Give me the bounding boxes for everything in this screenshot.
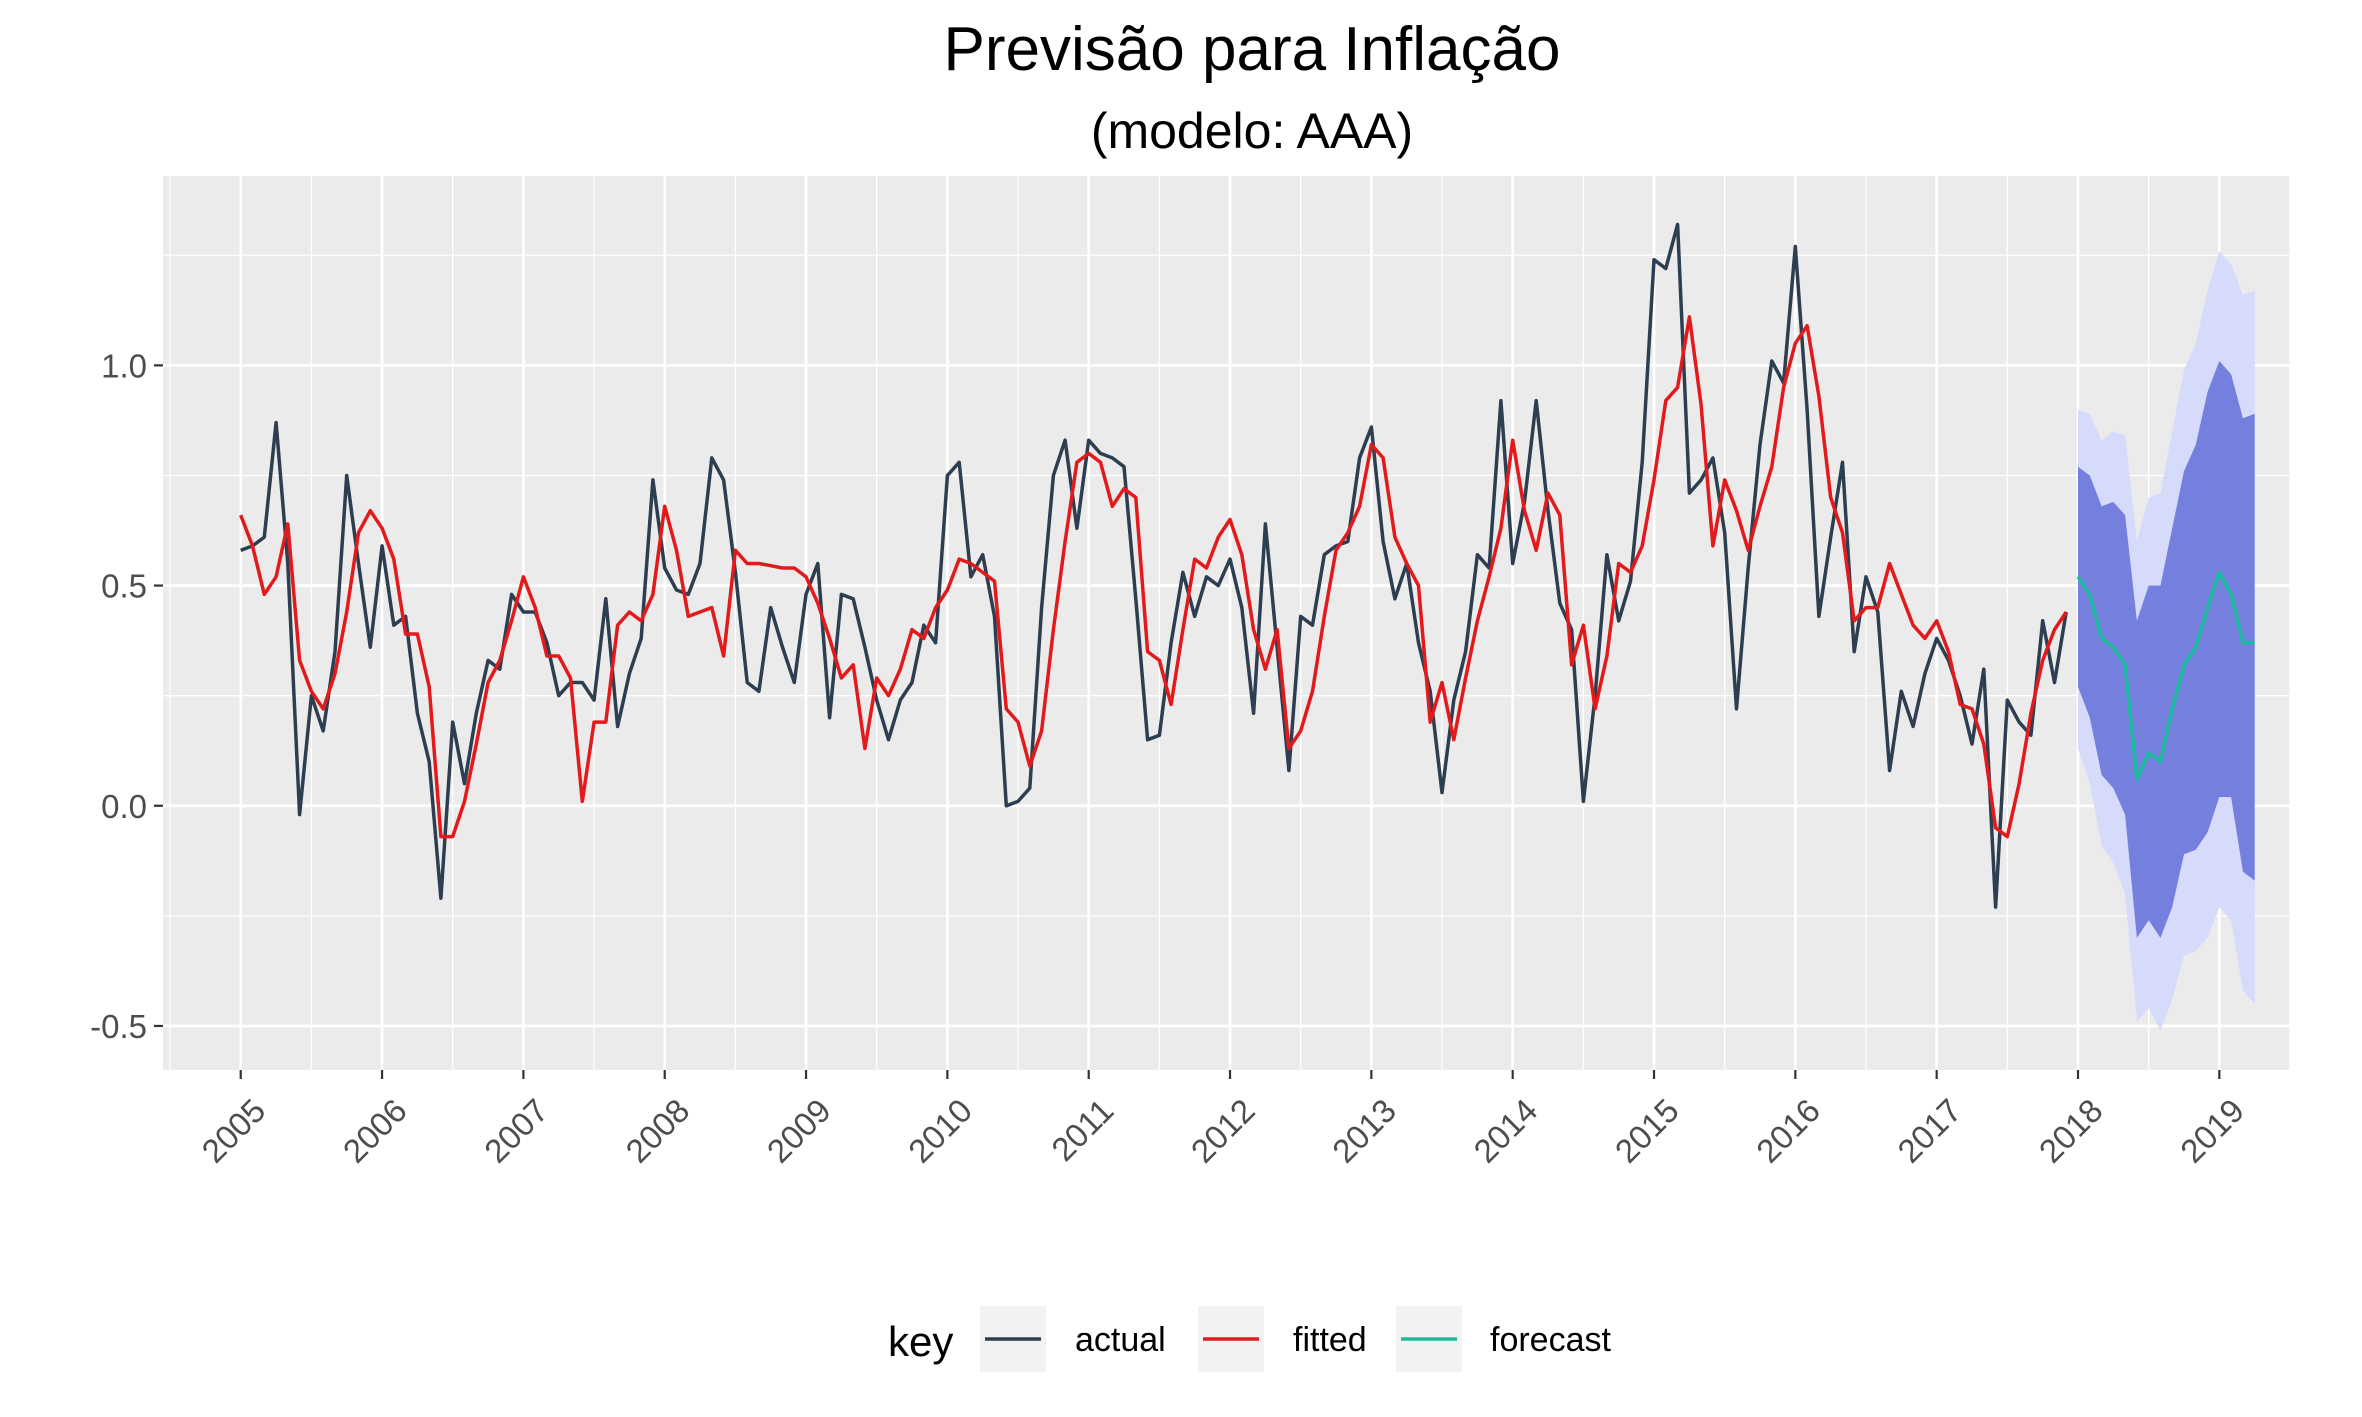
x-tick-label: 2016 — [1749, 1092, 1827, 1170]
x-tick-label: 2015 — [1608, 1092, 1686, 1170]
series-line-actual — [240, 222, 2068, 909]
x-tick-label: 2010 — [901, 1092, 979, 1170]
x-tick-label: 2013 — [1325, 1092, 1403, 1170]
forecast-bands — [2078, 250, 2255, 1031]
x-tick-label: 2009 — [760, 1092, 838, 1170]
legend: key actual fitted forecast — [888, 1306, 1611, 1372]
y-tick-label: 1.0 — [101, 347, 147, 384]
y-tick-label: 0.5 — [101, 568, 147, 605]
y-tick-label: -0.5 — [90, 1008, 147, 1045]
x-tick-label: 2012 — [1184, 1092, 1262, 1170]
plot-panel — [163, 176, 2290, 1070]
legend-entry-forecast: forecast — [1396, 1306, 1611, 1372]
legend-label-fitted: fitted — [1293, 1321, 1367, 1359]
x-tick-label: 2006 — [336, 1092, 414, 1170]
grid-major — [163, 176, 2290, 1070]
series-line-fitted — [239, 315, 2068, 839]
series-lines — [239, 222, 2255, 909]
legend-entry-actual: actual — [980, 1306, 1166, 1372]
x-tick-label: 2018 — [2032, 1092, 2110, 1170]
x-tick-label: 2019 — [2173, 1092, 2251, 1170]
grid-minor — [163, 176, 2291, 1070]
x-tick-label: 2007 — [477, 1092, 555, 1170]
x-tick-label: 2017 — [1890, 1092, 1968, 1170]
legend-label-actual: actual — [1075, 1321, 1166, 1359]
y-tick-label: 0.0 — [101, 788, 147, 825]
x-tick-label: 2011 — [1044, 1092, 1120, 1168]
series-line-forecast — [2076, 570, 2255, 782]
legend-title: key — [888, 1318, 953, 1365]
chart-subtitle: (modelo: AAA) — [1091, 103, 1413, 159]
y-axis: -0.5 0.0 0.5 1.0 — [90, 347, 163, 1045]
x-tick-label: 2008 — [618, 1092, 696, 1170]
legend-entry-fitted: fitted — [1198, 1306, 1367, 1372]
forecast-band-80 — [2078, 361, 2255, 938]
x-tick-label: 2014 — [1466, 1092, 1544, 1170]
chart-title: Previsão para Inflação — [944, 15, 1561, 84]
x-axis: 2005 2006 2007 2008 2009 2010 2011 2012 2013 2014… — [194, 1070, 2251, 1170]
x-tick-label: 2005 — [194, 1092, 272, 1170]
legend-label-forecast: forecast — [1490, 1321, 1611, 1359]
